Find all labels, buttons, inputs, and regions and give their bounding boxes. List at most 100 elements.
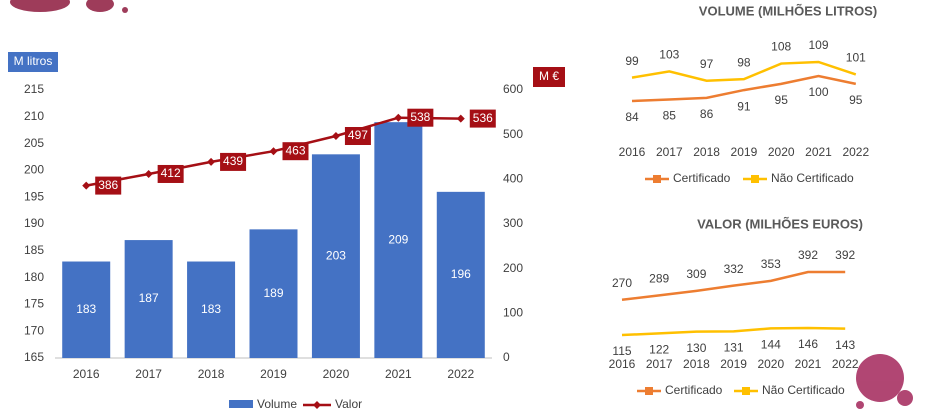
legend-label: Valor: [335, 397, 362, 411]
x-tick-label: 2017: [646, 357, 673, 371]
x-tick-label: 2022: [842, 145, 869, 159]
x-tick-label: 2016: [619, 145, 646, 159]
value-label: 538: [410, 110, 430, 124]
value-label: 412: [161, 166, 181, 180]
line: [631, 74, 857, 103]
bar-value-label: 183: [76, 302, 96, 316]
value-label: 536: [473, 111, 493, 125]
value-label: 144: [761, 338, 781, 352]
value-label: 86: [700, 107, 714, 121]
marker: [394, 113, 403, 122]
x-tick-label: 2022: [447, 367, 474, 381]
bar-value-label: 189: [263, 286, 283, 300]
value-label: 392: [835, 248, 855, 262]
x-tick-label: 2021: [385, 367, 412, 381]
value-label: 108: [771, 40, 791, 54]
bar: [187, 261, 236, 358]
value-label: 309: [686, 267, 706, 281]
bar-value-label: 183: [201, 302, 221, 316]
value-label: 289: [649, 272, 669, 286]
y-tick-label: 165: [24, 350, 44, 364]
line: [631, 60, 857, 82]
y-tick-label: 175: [24, 297, 44, 311]
y-axis-label: M litros: [14, 54, 53, 68]
legend-label: Não Certificado: [762, 383, 845, 397]
y-axis-label-box: [8, 52, 58, 72]
value-label-box: [220, 152, 247, 171]
value-label-box: [407, 108, 434, 127]
legend-marker: [742, 387, 750, 395]
marker: [82, 181, 91, 190]
value-label: 122: [649, 343, 669, 357]
y2-axis-label: M €: [539, 69, 559, 83]
legend-label: Certificado: [673, 171, 731, 185]
x-tick-label: 2017: [656, 145, 683, 159]
value-label: 270: [612, 276, 632, 290]
x-tick-label: 2019: [260, 367, 287, 381]
value-label-box: [282, 142, 309, 161]
x-tick-label: 2019: [731, 145, 758, 159]
legend-label: Certificado: [665, 383, 723, 397]
value-label: 497: [348, 128, 368, 142]
y2-tick-label: 200: [503, 261, 523, 275]
bar: [124, 240, 173, 358]
value-label-box: [95, 176, 122, 195]
bar: [311, 154, 360, 358]
y2-tick-label: 400: [503, 172, 523, 186]
y-tick-label: 215: [24, 82, 44, 96]
marker: [456, 114, 465, 123]
x-tick-label: 2021: [795, 357, 822, 371]
value-label: 95: [775, 93, 789, 107]
y2-axis-label-box: [533, 67, 565, 87]
x-tick-label: 2021: [805, 145, 832, 159]
value-label: 95: [849, 93, 863, 107]
value-label: 353: [761, 257, 781, 271]
y-tick-label: 190: [24, 216, 44, 230]
value-label-box: [344, 127, 371, 146]
marker: [144, 169, 153, 178]
legend-marker: [751, 175, 759, 183]
value-label-box: [157, 164, 184, 183]
chart-title: VOLUME (MILHÕES LITROS): [699, 3, 877, 18]
value-label: 109: [808, 38, 828, 52]
wine-stain: [10, 0, 913, 409]
x-tick-label: 2022: [832, 357, 859, 371]
y-tick-label: 185: [24, 243, 44, 257]
value-label: 91: [737, 99, 751, 113]
value-label: 439: [223, 154, 243, 168]
y-tick-label: 205: [24, 136, 44, 150]
line: [621, 270, 846, 301]
x-tick-label: 2018: [683, 357, 710, 371]
bar: [374, 122, 423, 358]
y2-tick-label: 300: [503, 216, 523, 230]
value-label: 85: [663, 109, 677, 123]
value-label: 332: [724, 262, 744, 276]
x-tick-label: 2020: [757, 357, 784, 371]
bar-value-label: 196: [451, 267, 471, 281]
y2-tick-label: 600: [503, 82, 523, 96]
value-label: 131: [724, 341, 744, 355]
chart-title: VALOR (MILHÕES EUROS): [697, 216, 863, 231]
value-label: 130: [686, 341, 706, 355]
y-tick-label: 180: [24, 270, 44, 284]
y-tick-label: 170: [24, 323, 44, 337]
bar-value-label: 209: [388, 232, 408, 246]
value-label: 101: [846, 51, 866, 65]
y2-tick-label: 0: [503, 350, 510, 364]
bar-value-label: 187: [139, 291, 159, 305]
x-tick-label: 2020: [323, 367, 350, 381]
value-label: 463: [285, 143, 305, 157]
x-tick-label: 2020: [768, 145, 795, 159]
value-label: 100: [808, 85, 828, 99]
value-label: 84: [625, 110, 639, 124]
bar-value-label: 203: [326, 248, 346, 262]
legend-label: Não Certificado: [771, 171, 854, 185]
value-label: 386: [98, 178, 118, 192]
value-label: 97: [700, 57, 714, 71]
marker: [331, 132, 340, 141]
x-tick-label: 2017: [135, 367, 162, 381]
x-tick-label: 2019: [720, 357, 747, 371]
value-label: 103: [659, 48, 679, 62]
y2-tick-label: 500: [503, 127, 523, 141]
